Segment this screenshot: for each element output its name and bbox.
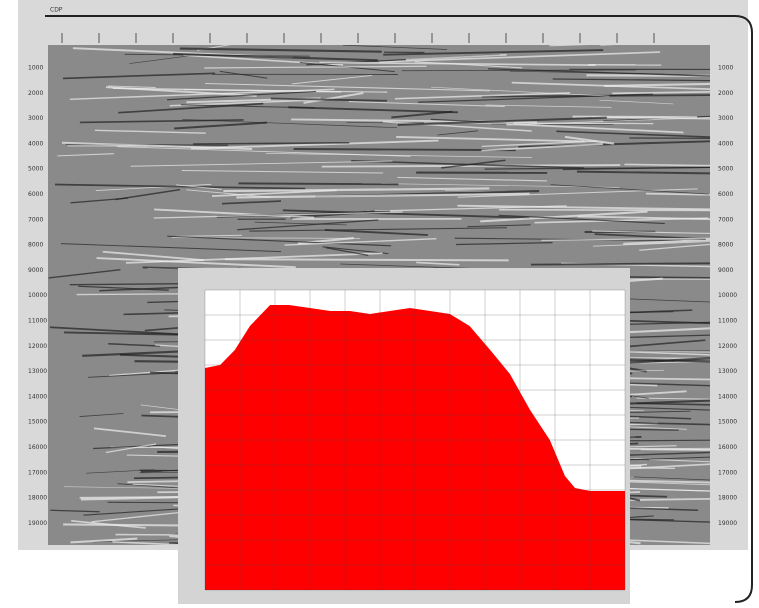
depth-label: 3000 bbox=[28, 115, 43, 122]
depth-label: 15000 bbox=[28, 419, 47, 426]
depth-label: 12000 bbox=[718, 343, 737, 350]
depth-label: 10000 bbox=[718, 292, 737, 299]
depth-label: 19000 bbox=[28, 520, 47, 527]
depth-label: 8000 bbox=[718, 242, 733, 249]
reflector bbox=[225, 259, 509, 260]
depth-label: 8000 bbox=[28, 242, 43, 249]
reflector bbox=[238, 183, 398, 184]
screen: CDP 1000 1000 2000 2000 3000 3000 4000 4000 5000… bbox=[0, 0, 759, 604]
reflector bbox=[572, 117, 697, 118]
depth-label: 16000 bbox=[718, 444, 737, 451]
depth-label: 18000 bbox=[28, 495, 47, 502]
depth-label: 14000 bbox=[28, 393, 47, 400]
depth-label: 17000 bbox=[718, 469, 737, 476]
depth-label: 19000 bbox=[718, 520, 737, 527]
depth-label: 1000 bbox=[28, 65, 43, 72]
depth-label: 3000 bbox=[718, 115, 733, 122]
depth-label: 14000 bbox=[718, 393, 737, 400]
depth-label: 6000 bbox=[718, 191, 733, 198]
depth-label: 9000 bbox=[718, 267, 733, 274]
depth-label: 10000 bbox=[28, 292, 47, 299]
depth-label: 16000 bbox=[28, 444, 47, 451]
axis-label: CDP bbox=[50, 7, 63, 14]
depth-label: 7000 bbox=[28, 216, 43, 223]
depth-label: 11000 bbox=[28, 318, 47, 325]
depth-label: 5000 bbox=[718, 166, 733, 173]
depth-label: 7000 bbox=[718, 216, 733, 223]
depth-label: 4000 bbox=[718, 140, 733, 147]
depth-label: 4000 bbox=[28, 140, 43, 147]
depth-label: 2000 bbox=[28, 90, 43, 97]
depth-label: 5000 bbox=[28, 166, 43, 173]
depth-label: 11000 bbox=[718, 318, 737, 325]
depth-label: 15000 bbox=[718, 419, 737, 426]
depth-label: 18000 bbox=[718, 495, 737, 502]
depth-label: 17000 bbox=[28, 469, 47, 476]
depth-label: 2000 bbox=[718, 90, 733, 97]
depth-label: 1000 bbox=[718, 65, 733, 72]
depth-label: 9000 bbox=[28, 267, 43, 274]
depth-label: 6000 bbox=[28, 191, 43, 198]
depth-label: 12000 bbox=[28, 343, 47, 350]
depth-label: 13000 bbox=[28, 368, 47, 375]
depth-label: 13000 bbox=[718, 368, 737, 375]
